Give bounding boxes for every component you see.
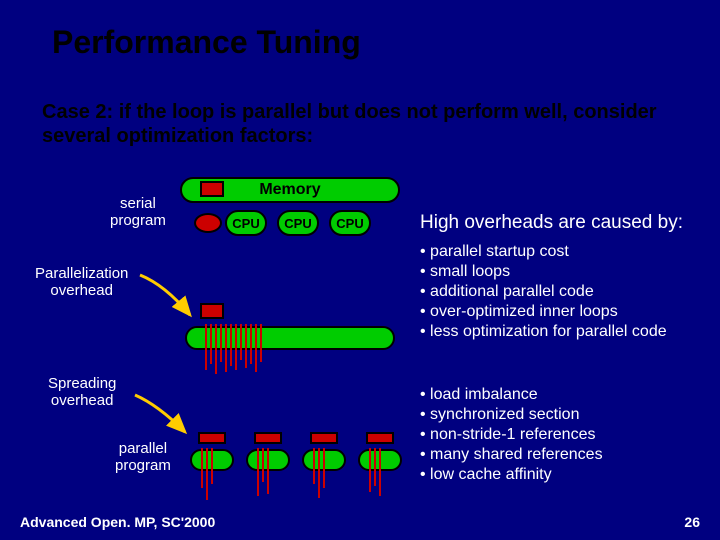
cpu-2: CPU bbox=[277, 210, 319, 236]
cpu-1: CPU bbox=[225, 210, 267, 236]
bot-red-3 bbox=[310, 432, 338, 444]
label-parallel: parallelprogram bbox=[115, 440, 171, 475]
serial-red-circle bbox=[194, 213, 222, 233]
bullets-2: • load imbalance• synchronized section• … bbox=[420, 385, 603, 485]
bot-red-2 bbox=[254, 432, 282, 444]
label-serial: serialprogram bbox=[110, 195, 166, 230]
subtitle: Case 2: if the loop is parallel but does… bbox=[42, 100, 662, 148]
label-parallelization: Parallelizationoverhead bbox=[35, 265, 128, 300]
serial-red-block bbox=[200, 181, 224, 197]
overheads-heading: High overheads are caused by: bbox=[420, 212, 683, 234]
blines-4 bbox=[369, 448, 381, 496]
mid-lines bbox=[205, 324, 262, 374]
page-title: Performance Tuning bbox=[52, 24, 361, 61]
arrow-2 bbox=[130, 390, 200, 445]
bullets-1: • parallel startup cost• small loops• ad… bbox=[420, 242, 667, 342]
bot-red-4 bbox=[366, 432, 394, 444]
cpu-row: CPU CPU CPU bbox=[225, 210, 371, 236]
mid-red-block bbox=[200, 303, 224, 319]
footer-right: 26 bbox=[684, 514, 700, 530]
cpu-3: CPU bbox=[329, 210, 371, 236]
blines-1 bbox=[201, 448, 213, 500]
arrow-1 bbox=[135, 270, 205, 330]
label-spreading: Spreadingoverhead bbox=[48, 375, 116, 410]
footer-left: Advanced Open. MP, SC'2000 bbox=[20, 514, 215, 530]
blines-2 bbox=[257, 448, 269, 496]
bot-red-1 bbox=[198, 432, 226, 444]
blines-3 bbox=[313, 448, 325, 498]
